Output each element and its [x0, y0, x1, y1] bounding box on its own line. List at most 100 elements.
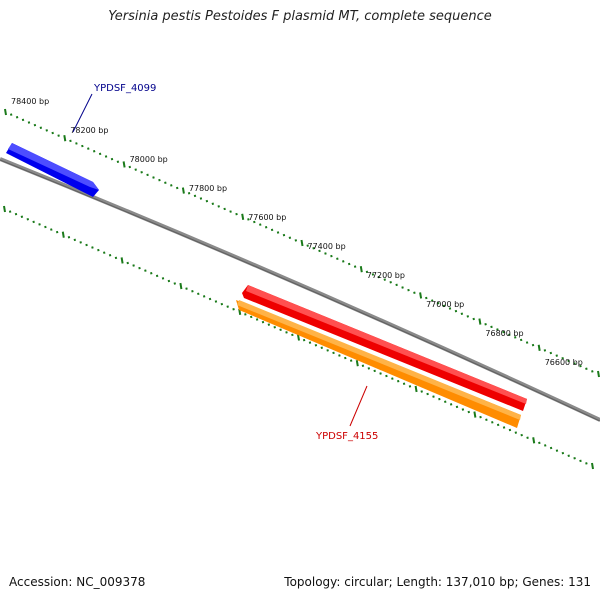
minor-tick: [229, 210, 232, 213]
gene-label-ypdsf-4099[interactable]: YPDSF_4099: [93, 83, 156, 94]
minor-tick: [38, 223, 41, 226]
minor-tick: [187, 191, 191, 195]
minor-tick: [526, 436, 529, 439]
tick-label: 78000 bp: [130, 155, 168, 164]
minor-tick: [134, 168, 137, 171]
tick-label: 76600 bp: [545, 358, 583, 367]
minor-tick: [152, 176, 155, 179]
minor-tick: [342, 260, 345, 263]
minor-tick: [514, 431, 518, 434]
minor-tick: [8, 210, 12, 213]
minor-tick: [347, 262, 351, 266]
minor-tick: [567, 454, 570, 457]
minor-tick: [430, 299, 434, 302]
minor-tick: [226, 305, 229, 308]
minor-tick: [561, 451, 565, 455]
minor-tick: [485, 418, 488, 421]
minor-tick: [140, 171, 143, 174]
minor-tick: [146, 173, 149, 177]
minor-tick: [302, 338, 306, 342]
minor-tick: [461, 408, 465, 411]
major-tick: [419, 292, 423, 299]
gene-feature-ypdsf-4155[interactable]: [242, 285, 527, 411]
minor-tick: [420, 390, 423, 393]
minor-tick: [170, 184, 173, 187]
tick-label: 77800 bp: [189, 184, 227, 193]
minor-tick: [21, 118, 25, 122]
major-tick: [414, 385, 418, 393]
minor-tick: [389, 281, 392, 284]
minor-tick: [55, 230, 59, 234]
minor-tick: [408, 385, 412, 388]
major-tick: [478, 318, 482, 325]
minor-tick: [549, 351, 553, 355]
minor-tick: [79, 241, 82, 244]
tick-label: 77200 bp: [367, 271, 405, 280]
minor-tick: [555, 449, 559, 452]
major-tick: [241, 213, 245, 220]
minor-tick: [514, 336, 517, 339]
minor-tick: [502, 330, 505, 334]
minor-tick: [158, 178, 161, 182]
minor-tick: [102, 251, 106, 254]
minor-tick: [288, 236, 292, 240]
minor-tick: [365, 270, 369, 274]
minor-tick: [479, 415, 482, 419]
minor-tick: [561, 357, 564, 360]
minor-tick: [253, 220, 256, 224]
minor-tick: [69, 139, 72, 143]
minor-tick: [519, 338, 523, 342]
minor-tick: [314, 343, 318, 347]
minor-tick: [220, 302, 224, 306]
minor-tick: [320, 346, 323, 350]
gene-feature-ypdsf-4099[interactable]: [6, 143, 99, 197]
major-tick: [359, 266, 363, 273]
minor-tick: [128, 165, 132, 169]
minor-tick: [57, 134, 60, 137]
minor-tick: [491, 421, 494, 424]
minor-tick: [51, 131, 54, 135]
minor-tick: [197, 292, 200, 296]
minor-tick: [467, 410, 470, 414]
minor-tick: [161, 277, 165, 280]
minor-tick: [276, 231, 280, 234]
minor-tick: [232, 307, 235, 311]
minor-tick: [108, 254, 112, 257]
minor-tick: [214, 300, 218, 303]
minor-tick: [39, 126, 43, 129]
minor-tick: [444, 400, 447, 403]
minor-tick: [579, 364, 582, 368]
gene-label-leader: [349, 385, 368, 427]
minor-tick: [193, 194, 197, 198]
minor-tick: [261, 320, 265, 324]
major-tick: [597, 370, 600, 378]
minor-tick: [50, 228, 53, 231]
minor-tick: [291, 333, 294, 337]
minor-tick: [191, 289, 194, 293]
minor-tick: [367, 367, 371, 370]
minor-tick: [338, 354, 341, 357]
outer-tick-track: [4, 108, 600, 378]
minor-tick: [426, 392, 429, 396]
minor-tick: [223, 207, 226, 211]
minor-tick: [312, 246, 315, 250]
minor-tick: [442, 304, 446, 308]
minor-tick: [567, 359, 570, 363]
gene-bar-highlight: [237, 300, 521, 420]
minor-tick: [173, 282, 176, 285]
minor-tick: [114, 256, 118, 260]
minor-tick: [496, 423, 500, 427]
minor-tick: [20, 215, 24, 218]
minor-tick: [585, 367, 588, 371]
major-tick: [532, 437, 536, 444]
minor-tick: [455, 405, 459, 409]
major-tick: [297, 334, 300, 341]
gene-feature-ypdsf-4155-cds[interactable]: [236, 300, 521, 428]
minor-tick: [26, 218, 29, 221]
gene-label-ypdsf-4155[interactable]: YPDSF_4155: [315, 431, 378, 442]
minor-tick: [294, 239, 298, 242]
minor-tick: [520, 433, 523, 437]
minor-tick: [525, 341, 529, 344]
minor-tick: [401, 286, 404, 289]
